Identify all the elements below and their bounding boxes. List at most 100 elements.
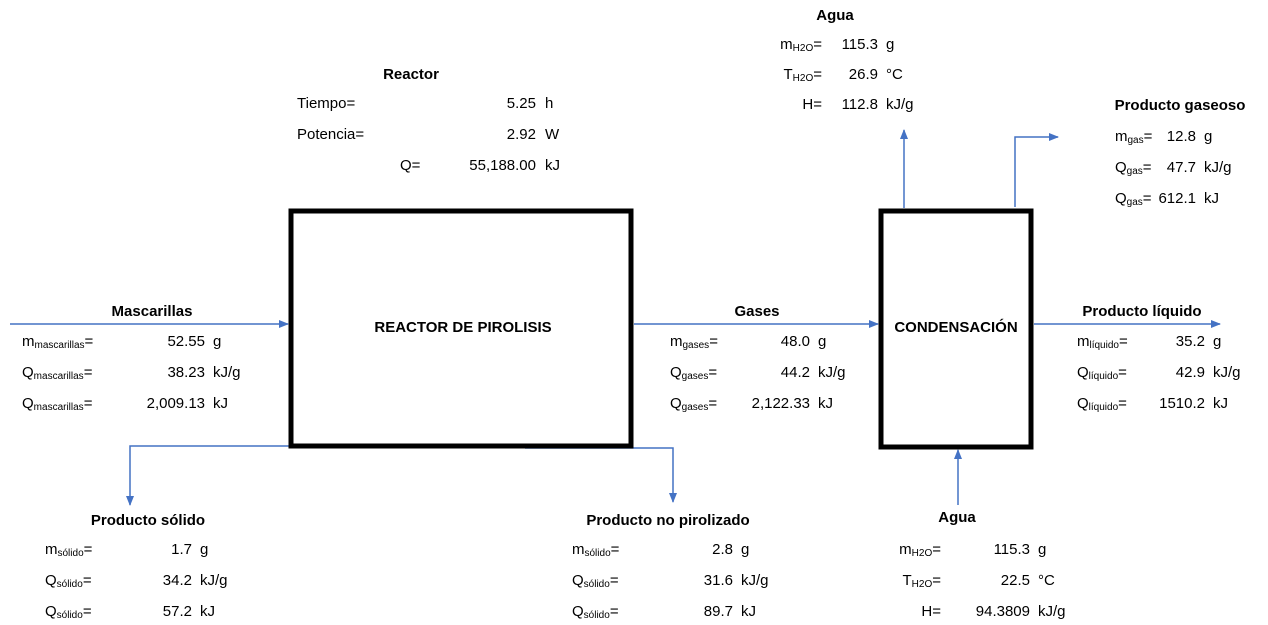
row-unit: W [545, 126, 560, 143]
row-label: TH2O= [784, 66, 823, 84]
label-subscript: sólido [585, 548, 612, 559]
label-sign: = [932, 541, 941, 558]
group-title: Mascarillas [112, 303, 193, 320]
row-value: 48.0 [781, 333, 810, 350]
label-sign: = [84, 541, 93, 558]
row-unit: °C [1038, 572, 1055, 589]
row-label: Qsólido= [572, 572, 619, 590]
row-unit: kJ/g [1213, 364, 1241, 381]
label-subscript: sólido [58, 548, 85, 559]
label-symbol: Q [22, 395, 34, 412]
row-label: Qsólido= [45, 572, 92, 590]
row-label: Qgases= [670, 364, 717, 382]
row-label: msólido= [45, 541, 93, 559]
row-value: 35.2 [1176, 333, 1205, 350]
label-sign: = [813, 36, 822, 53]
row-value: 55,188.00 [469, 157, 536, 174]
label-subscript: líquido [1089, 371, 1119, 382]
row-unit: g [741, 541, 749, 558]
label-symbol: Q [1115, 190, 1127, 207]
label-sign: = [932, 603, 941, 620]
group-title: Agua [938, 509, 976, 526]
group-title: Producto sólido [91, 512, 205, 529]
row-value: 52.55 [167, 333, 205, 350]
row-value: 115.3 [994, 541, 1030, 558]
label-symbol: Q [670, 395, 682, 412]
group-title: Producto gaseoso [1115, 97, 1246, 114]
arrow [126, 445, 388, 506]
label-subscript: sólido [584, 579, 611, 590]
label-symbol: m [1077, 333, 1090, 350]
row-value: 44.2 [781, 364, 810, 381]
group-title: Gases [734, 303, 779, 320]
row-value: 2,009.13 [147, 395, 205, 412]
row-unit: kJ [818, 395, 833, 412]
arrow [525, 447, 677, 503]
label-sign: = [708, 395, 717, 412]
row-label: H= [921, 603, 941, 620]
row-unit: g [1213, 333, 1221, 350]
label-subscript: gas [1127, 197, 1143, 208]
row-unit: kJ [545, 157, 560, 174]
label-symbol: T [903, 572, 912, 589]
row-unit: kJ [1204, 190, 1219, 207]
row-value: 1510.2 [1159, 395, 1205, 412]
label-sign: = [708, 364, 717, 381]
group-title: Producto no pirolizado [586, 512, 749, 529]
row-unit: h [545, 95, 553, 112]
label-sign: = [85, 333, 94, 350]
row-unit: kJ/g [1038, 603, 1066, 620]
label-symbol: Q [670, 364, 682, 381]
label-subscript: mascarillas [35, 340, 85, 351]
row-label: Tiempo= [297, 95, 355, 112]
group-title: Agua [816, 7, 854, 24]
label-subscript: gases [682, 371, 709, 382]
label-sign: = [932, 572, 941, 589]
row-label: Qlíquido= [1077, 395, 1127, 413]
label-sign: = [1144, 128, 1153, 145]
row-label: Potencia= [297, 126, 364, 143]
row-value: 112.8 [842, 96, 878, 113]
label-symbol: m [1115, 128, 1128, 145]
row-unit: kJ [1213, 395, 1228, 412]
label-subscript: líquido [1089, 402, 1119, 413]
label-sign: = [813, 66, 822, 83]
condenser-box [878, 208, 1034, 450]
row-value: 34.2 [163, 572, 192, 589]
label-symbol: m [572, 541, 585, 558]
label-symbol: T [784, 66, 793, 83]
condenser-label: CONDENSACIÓN [894, 318, 1017, 336]
group-title: Reactor [383, 66, 439, 83]
label-symbol: m [45, 541, 58, 558]
reactor-box [288, 208, 634, 449]
row-label: Qlíquido= [1077, 364, 1127, 382]
row-value: 612.1 [1158, 190, 1196, 207]
row-unit: g [213, 333, 221, 350]
row-unit: kJ/g [1204, 159, 1232, 176]
row-label: mmascarillas= [22, 333, 94, 351]
row-label: H= [802, 96, 822, 113]
label-symbol: Q [572, 603, 584, 620]
row-label: Qsólido= [572, 603, 619, 621]
label-sign: = [611, 541, 620, 558]
row-value: 22.5 [1001, 572, 1030, 589]
row-unit: kJ/g [741, 572, 769, 589]
label-symbol: Q [400, 157, 412, 174]
label-sign: = [813, 96, 822, 113]
row-value: 115.3 [842, 36, 878, 53]
label-sign: = [346, 95, 355, 112]
label-symbol: m [22, 333, 35, 350]
label-symbol: H [802, 96, 813, 113]
row-unit: kJ/g [818, 364, 846, 381]
label-subscript: H2O [793, 43, 814, 54]
row-value: 47.7 [1167, 159, 1196, 176]
label-subscript: mascarillas [34, 371, 84, 382]
row-label: Q= [400, 157, 421, 174]
